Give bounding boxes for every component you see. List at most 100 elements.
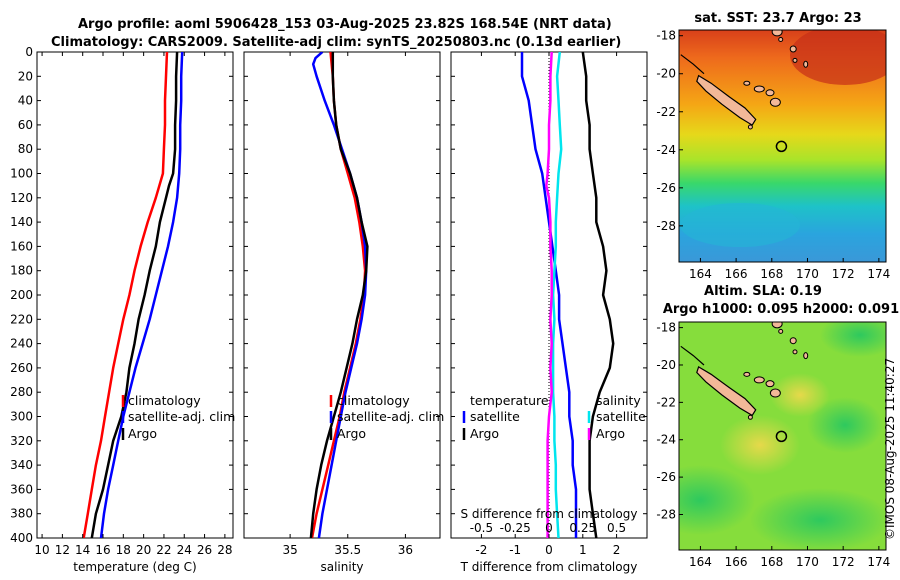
y-tick-label: 280: [10, 385, 33, 399]
island: [747, 124, 753, 130]
map-y-tick-label: -22: [656, 395, 676, 409]
imos-credit: ©IMOS 08-Aug-2025 11:40:27: [883, 358, 897, 540]
difference-top-xlabel: S difference from climatology: [461, 507, 638, 521]
sla-map-title-1: Altim. SLA: 0.19: [704, 284, 822, 299]
legend-t-argo-label: Argo: [470, 426, 499, 441]
map-x-tick-label: 170: [796, 267, 819, 281]
map-y-tick-label: -22: [656, 105, 676, 119]
island: [753, 85, 765, 93]
temperature-xlabel: temperature (deg C): [73, 560, 196, 574]
argo-position-marker: [775, 430, 788, 443]
map-x-tick-label: 166: [725, 555, 748, 569]
y-tick-label: 360: [10, 482, 33, 496]
sst-map-frame: [678, 29, 887, 263]
y-tick-label: 200: [10, 288, 33, 302]
x-tick-label: 22: [156, 543, 171, 557]
island: [803, 60, 809, 68]
x-tick-label: 26: [197, 543, 212, 557]
map-x-tick-label: 172: [832, 555, 855, 569]
legend-s-satellite-label: satellite: [596, 409, 646, 424]
series-line-argo: [90, 52, 179, 538]
y-tick-label: 100: [10, 167, 33, 181]
x-tick-label: 20: [136, 543, 151, 557]
sla-map: [679, 322, 886, 550]
island: [769, 97, 781, 107]
x-tick-label: 24: [177, 543, 192, 557]
y-tick-label: 320: [10, 434, 33, 448]
island: [792, 57, 798, 63]
map-y-tick-label: -26: [656, 181, 676, 195]
x-tick-label: 14: [75, 543, 90, 557]
legend-temperature-title: temperature: [470, 393, 549, 408]
x-tick-label: 0: [545, 543, 553, 557]
x-tick-label: 10: [34, 543, 49, 557]
legend-climatology-label: climatology: [337, 393, 410, 408]
difference-xlabel: T difference from climatology: [460, 560, 638, 574]
island: [753, 376, 765, 384]
new-caledonia-island: [696, 74, 757, 126]
map-x-tick-label: 174: [867, 555, 890, 569]
sst-map-title: sat. SST: 23.7 Argo: 23: [694, 11, 861, 26]
argo-position-marker: [775, 140, 788, 153]
top-x-tick-label: -0.25: [500, 521, 531, 535]
island: [789, 45, 797, 53]
y-tick-label: 160: [10, 239, 33, 253]
legend-argo-label: Argo: [128, 426, 157, 441]
top-x-tick-label: -0.5: [470, 521, 493, 535]
y-tick-label: 260: [10, 361, 33, 375]
top-x-tick-label: 0: [545, 521, 553, 535]
island: [778, 37, 784, 43]
y-tick-label: 180: [10, 264, 33, 278]
island: [803, 352, 809, 360]
map-x-tick-label: 164: [689, 555, 712, 569]
y-tick-label: 80: [18, 142, 33, 156]
reef-outline: [680, 345, 705, 366]
y-tick-label: 20: [18, 69, 33, 83]
y-tick-label: 140: [10, 215, 33, 229]
island: [765, 89, 775, 97]
x-tick-label: -2: [475, 543, 487, 557]
map-y-tick-label: -28: [656, 507, 676, 521]
sla-high-1: [720, 415, 800, 475]
map-y-tick-label: -18: [656, 29, 676, 43]
difference-legend: temperature satellite Argo salinity sate…: [462, 393, 646, 441]
island: [771, 30, 783, 37]
island: [778, 328, 784, 334]
x-tick-label: -1: [509, 543, 521, 557]
y-tick-label: 240: [10, 337, 33, 351]
island: [743, 371, 751, 377]
title-line-2: Climatology: CARS2009. Satellite-adj cli…: [51, 35, 621, 50]
y-tick-label: 40: [18, 94, 33, 108]
series-line-climatology: [82, 52, 169, 538]
y-tick-label: 400: [10, 531, 33, 545]
map-y-tick-label: -24: [656, 143, 676, 157]
map-x-tick-label: 168: [760, 555, 783, 569]
island: [771, 322, 783, 329]
y-tick-label: 220: [10, 312, 33, 326]
x-tick-label: 35: [282, 543, 297, 557]
map-x-tick-label: 164: [689, 267, 712, 281]
sla-low-1: [679, 465, 755, 535]
x-tick-label: 12: [55, 543, 70, 557]
map-x-tick-label: 166: [725, 267, 748, 281]
map-x-tick-label: 174: [867, 267, 890, 281]
map-y-tick-label: -28: [656, 219, 676, 233]
reef-outline: [680, 54, 705, 75]
legend-satellite-label: satellite-adj. clim: [337, 409, 444, 424]
new-caledonia-island: [696, 366, 757, 417]
sst-warm-patch: [790, 30, 886, 85]
map-y-tick-label: -26: [656, 470, 676, 484]
y-tick-label: 0: [25, 45, 33, 59]
x-tick-label: 2: [613, 543, 621, 557]
map-y-tick-label: -24: [656, 433, 676, 447]
x-tick-label: 1: [579, 543, 587, 557]
sst-map: [679, 30, 886, 262]
top-x-tick-label: 0.5: [607, 521, 626, 535]
series-line-temperature-argo: [581, 52, 615, 538]
y-tick-label: 120: [10, 191, 33, 205]
island: [792, 349, 798, 355]
y-tick-label: 300: [10, 410, 33, 424]
x-tick-label: 36: [398, 543, 413, 557]
salinity-axes: [243, 51, 441, 539]
